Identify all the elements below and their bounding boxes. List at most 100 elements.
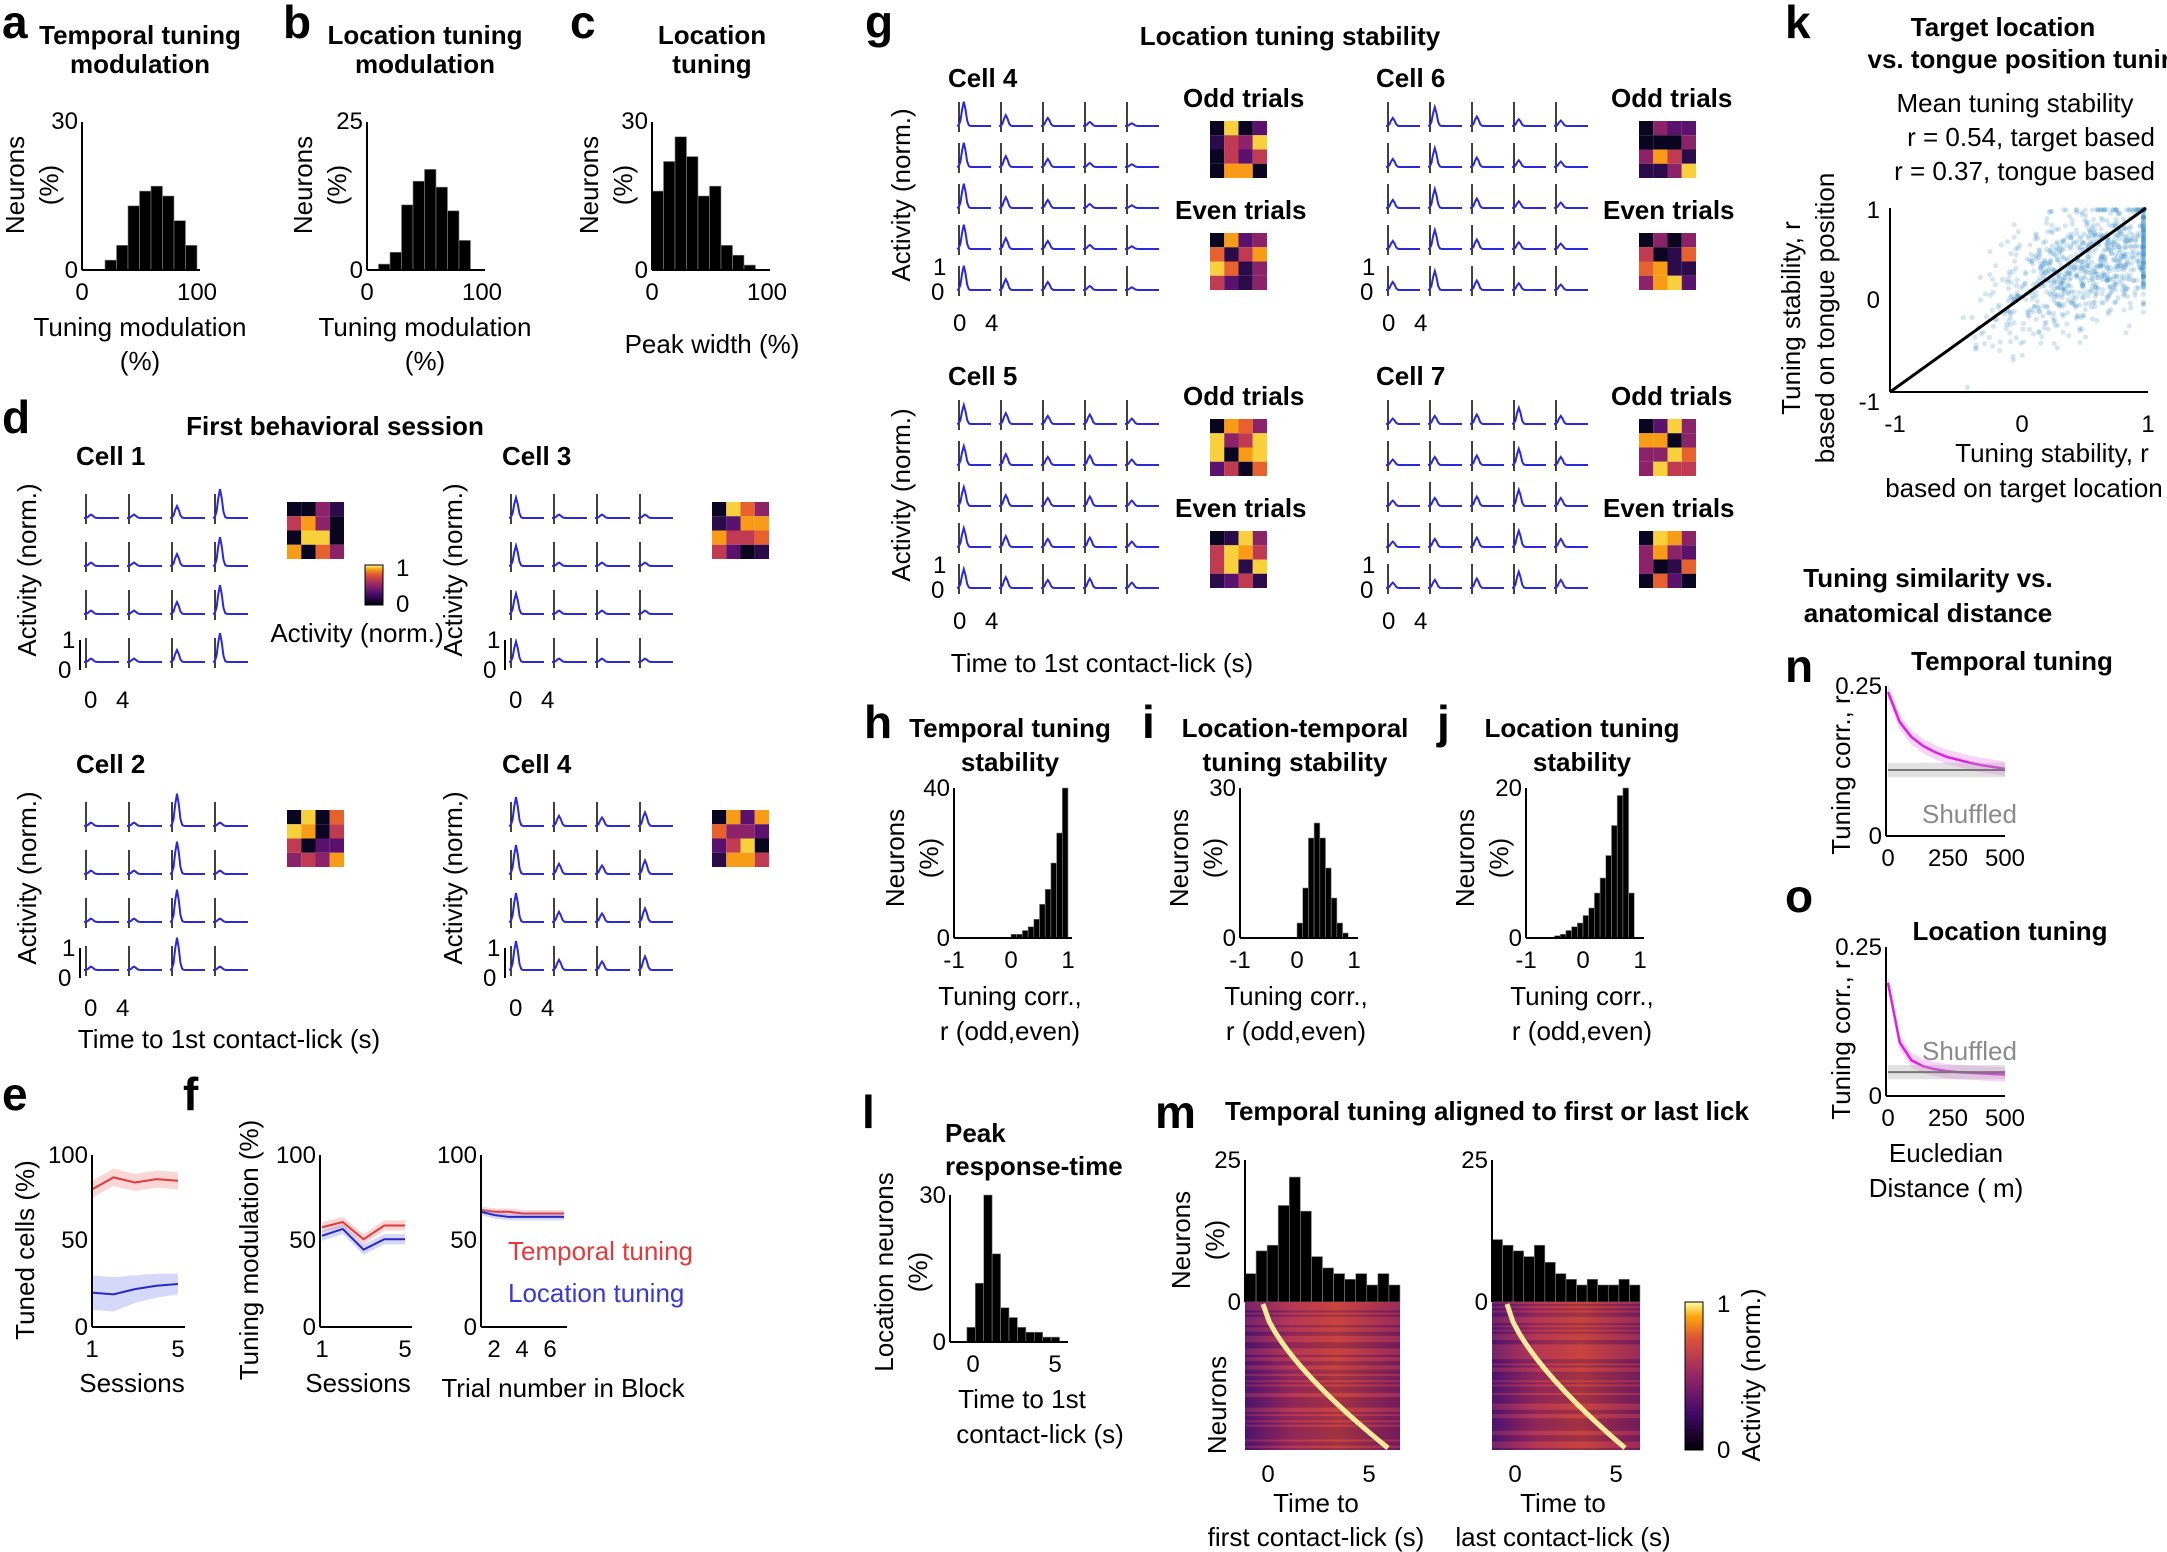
scatter-point <box>2025 313 2031 319</box>
heatmap-row <box>1245 1325 1400 1328</box>
scatter-point <box>2060 329 2066 335</box>
activity-trace <box>1553 283 1588 291</box>
scatter-point <box>2140 214 2147 220</box>
tuning-heatmap-cell <box>1639 545 1654 560</box>
scatter-point <box>2140 251 2147 257</box>
scatter-point <box>2115 232 2121 238</box>
scatter-point <box>2068 275 2074 281</box>
y-tick: 40 <box>923 775 950 802</box>
scatter-point <box>2096 285 2102 292</box>
scatter-point <box>2091 232 2097 238</box>
scatter-point <box>2081 280 2087 286</box>
scatter-point <box>2068 235 2074 241</box>
scatter-point <box>2060 255 2066 261</box>
scatter-point <box>2140 260 2147 266</box>
heatmap-row <box>1245 1335 1400 1338</box>
scatter-point <box>2089 272 2095 278</box>
activity-trace <box>126 917 162 923</box>
cell-label: Cell 6 <box>1376 63 1445 93</box>
scatter-point <box>2123 251 2130 257</box>
activity-trace <box>1511 240 1546 250</box>
scatter-point <box>2104 277 2111 283</box>
histogram-bar <box>1025 1331 1035 1343</box>
scatter-point <box>2132 243 2138 250</box>
tuning-heatmap-cell <box>1667 135 1682 150</box>
y-axis-label: Neurons <box>574 136 604 234</box>
scale-label: 1 <box>1362 254 1375 281</box>
tuning-heatmap-cell <box>726 530 741 545</box>
scatter-point <box>2061 290 2068 296</box>
scale-label: 0 <box>483 657 496 684</box>
scatter-point <box>2060 278 2066 284</box>
scatter-point <box>2074 274 2081 280</box>
tuning-heatmap-cell <box>329 852 344 867</box>
scatter-point <box>2011 234 2017 240</box>
activity-trace <box>1082 453 1117 466</box>
scatter-point <box>2041 269 2048 275</box>
scatter-point <box>2140 260 2147 267</box>
tuning-heatmap-cell <box>287 838 302 853</box>
y-axis-label: Neurons <box>288 136 318 234</box>
activity-trace <box>1040 280 1075 291</box>
scatter-point <box>2108 247 2114 254</box>
scatter-point <box>2065 297 2071 303</box>
scatter-point <box>2121 225 2127 231</box>
scatter-point <box>2124 256 2130 262</box>
scatter-point <box>2029 261 2036 267</box>
tuning-heatmap-cell <box>1639 433 1654 448</box>
scatter-point <box>2071 239 2077 245</box>
scatter-point <box>2043 303 2050 309</box>
scatter-point <box>2022 280 2028 286</box>
scatter-point <box>2013 282 2019 288</box>
heatmap-row <box>1245 1312 1400 1315</box>
scatter-point <box>2122 261 2128 267</box>
scatter-point <box>2140 212 2147 218</box>
scatter-point <box>2078 234 2085 240</box>
tuning-heatmap-cell <box>301 810 316 825</box>
scatter-point <box>2101 247 2107 254</box>
scatter-point <box>2104 237 2110 243</box>
heatmap-row <box>1492 1327 1640 1330</box>
tuning-heatmap-cell <box>1252 163 1267 178</box>
scatter-point <box>2107 275 2113 282</box>
tuning-heatmap-cell <box>1681 149 1696 164</box>
activity-trace <box>1082 535 1117 548</box>
scatter-point <box>2060 280 2066 286</box>
tuning-heatmap-cell <box>1210 461 1225 476</box>
tuning-heatmap-cell <box>1224 275 1239 290</box>
scatter-point <box>2140 216 2147 222</box>
scatter-point <box>2112 287 2119 293</box>
heatmap-row <box>1245 1380 1400 1383</box>
scatter-point <box>2080 312 2086 319</box>
activity-trace <box>1511 486 1546 507</box>
tuning-heatmap-cell <box>1653 233 1668 248</box>
scatter-point <box>2082 207 2088 213</box>
histogram-bar <box>1277 1205 1290 1303</box>
scatter-point <box>2104 278 2110 284</box>
scatter-point <box>2140 213 2147 220</box>
scale-label: 1 <box>62 627 75 654</box>
scatter-point <box>2050 279 2056 285</box>
activity-trace <box>169 551 205 567</box>
scatter-point <box>2111 221 2118 227</box>
scatter-point <box>2140 233 2147 239</box>
heatmap-row <box>1245 1407 1400 1410</box>
activity-trace <box>83 609 119 615</box>
scatter-point <box>2057 302 2063 308</box>
histogram-bar <box>1533 1244 1546 1303</box>
scatter-point <box>2081 231 2087 237</box>
scatter-point <box>2077 258 2084 264</box>
scatter-point <box>2110 207 2116 213</box>
panel-title-line2: tuning stability <box>1203 747 1388 777</box>
scatter-point <box>2104 272 2110 278</box>
tuning-heatmap-cell <box>287 810 302 825</box>
scale-label: 0 <box>84 687 97 714</box>
scatter-point <box>2043 238 2049 244</box>
scatter-point <box>2140 230 2147 236</box>
scatter-point <box>2115 267 2121 273</box>
scatter-point <box>2038 340 2044 346</box>
activity-trace <box>1427 103 1462 127</box>
scatter-point <box>1980 329 1987 335</box>
x-tick: 100 <box>747 279 787 306</box>
x-tick: 0 <box>1508 1461 1521 1488</box>
